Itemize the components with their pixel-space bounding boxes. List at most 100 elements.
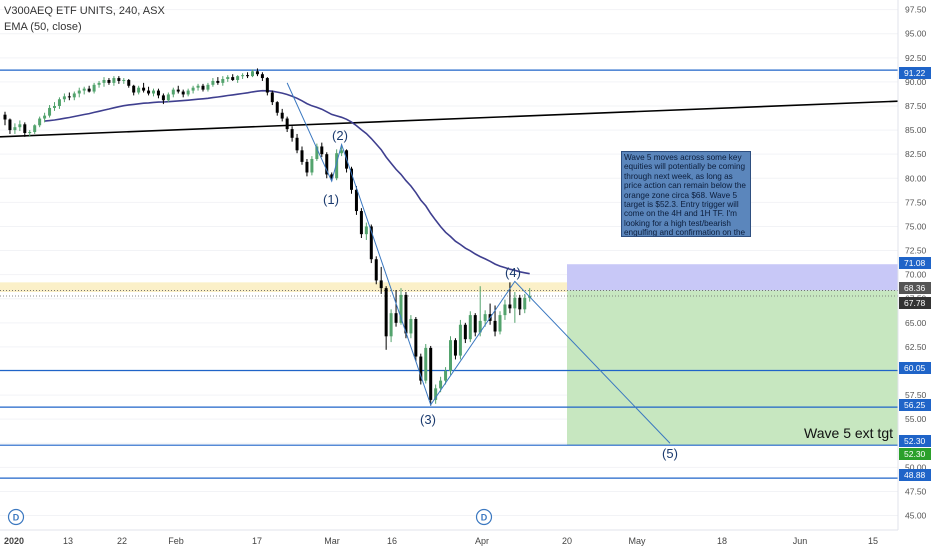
candle-body (350, 168, 353, 190)
candle-body (161, 95, 165, 101)
candle-body (38, 118, 42, 126)
wave-label: (2) (332, 128, 348, 143)
candle-body (518, 297, 522, 310)
candle-body (77, 90, 81, 94)
y-tick-label: 55.00 (905, 414, 927, 424)
candle-body (8, 119, 12, 131)
candle-body (354, 189, 358, 212)
trend-line (0, 100, 899, 138)
candle-body (508, 304, 512, 309)
candle-body (513, 297, 517, 309)
candle-body (275, 102, 279, 113)
candle-body (72, 93, 76, 98)
trade-note[interactable]: Wave 5 moves across some key equities wi… (621, 151, 751, 237)
candle-body (453, 340, 457, 356)
x-tick-label: 13 (63, 536, 73, 546)
price-badge (899, 297, 931, 309)
price-badge-label: 52.30 (904, 436, 926, 446)
candle-body (13, 127, 17, 131)
candle-body (305, 161, 309, 173)
candle-body (315, 146, 319, 159)
ema-line (44, 89, 530, 275)
x-tick-label: 15 (868, 536, 878, 546)
y-tick-label: 72.50 (905, 246, 927, 256)
candle-body (340, 150, 344, 154)
candle-body (246, 75, 250, 77)
candle-body (429, 347, 433, 400)
candle-body (498, 315, 502, 332)
wave-label: (4) (505, 265, 521, 280)
dividend-marker-label: D (13, 513, 20, 523)
candle-body (156, 90, 160, 96)
candle-body (181, 91, 185, 95)
candle-body (310, 159, 314, 173)
candle-body (23, 124, 27, 133)
x-tick-label: May (628, 536, 646, 546)
candle-body (206, 84, 210, 90)
candle-body (251, 71, 254, 77)
candle-body (463, 324, 467, 340)
candle-body (147, 90, 151, 94)
y-tick-label: 77.50 (905, 197, 927, 207)
candle-body (117, 78, 121, 81)
price-badge (899, 67, 931, 79)
x-tick-label: Jun (793, 536, 808, 546)
candle-body (57, 99, 61, 106)
price-badge-label: 56.25 (904, 400, 926, 410)
candle-body (137, 87, 141, 93)
candle-body (62, 96, 66, 100)
y-tick-label: 75.00 (905, 221, 927, 231)
chart-title: V300AEQ ETF UNITS, 240, ASX (4, 5, 165, 17)
candle-body (320, 146, 324, 155)
candle-body (379, 280, 383, 289)
candle-body (201, 85, 205, 90)
candle-body (493, 320, 497, 332)
candle-body (127, 79, 131, 86)
x-tick-label: 22 (117, 536, 127, 546)
candle-body (434, 388, 438, 400)
y-tick-label: 45.00 (905, 511, 927, 521)
candle-body (48, 107, 52, 116)
candle-body (270, 92, 274, 103)
y-tick-label: 65.00 (905, 318, 927, 328)
candle-body (87, 88, 91, 92)
candle-body (359, 211, 363, 235)
candle-body (236, 76, 240, 80)
wave-label: (1) (323, 192, 339, 207)
price-badge-label: 71.08 (904, 258, 926, 268)
y-tick-label: 87.50 (905, 101, 927, 111)
candle-body (265, 78, 269, 93)
y-tick-label: 50.00 (905, 462, 927, 472)
candle-body (478, 320, 482, 333)
price-badge (899, 362, 931, 374)
y-tick-label: 82.50 (905, 149, 927, 159)
candle-body (142, 87, 146, 91)
candle-body (82, 88, 86, 91)
y-tick-label: 92.50 (905, 53, 927, 63)
dividend-marker (7, 508, 25, 526)
candle-body (523, 297, 527, 310)
dividend-marker-label: D (481, 513, 488, 523)
candle-body (364, 226, 368, 235)
y-tick-label: 57.50 (905, 390, 927, 400)
y-tick-label: 95.00 (905, 29, 927, 39)
candle-body (92, 84, 96, 92)
candle-body (255, 71, 259, 75)
candle-body (166, 94, 170, 101)
y-tick-label: 62.50 (905, 342, 927, 352)
candle-body (67, 96, 71, 98)
target-label: Wave 5 ext tgt (804, 425, 893, 441)
x-tick-label: 17 (252, 536, 262, 546)
candle-body (439, 380, 443, 389)
candle-body (102, 79, 106, 83)
candle-body (241, 75, 245, 77)
candle-body (330, 174, 334, 179)
candle-body (260, 74, 264, 79)
price-badge-label: 67.78 (904, 298, 926, 308)
candle-body (53, 106, 56, 108)
candle-body (28, 132, 32, 134)
candle-body (231, 77, 235, 80)
ema-indicator-label[interactable]: EMA (50, close) (4, 21, 82, 33)
candle-body (176, 89, 180, 92)
